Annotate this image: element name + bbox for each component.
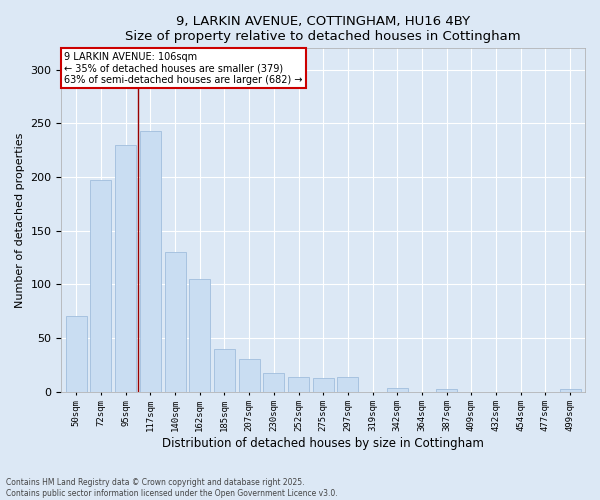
Bar [91, 180, 112, 392]
Bar [337, 376, 358, 392]
Bar [189, 279, 210, 392]
Bar [263, 374, 284, 392]
Bar [214, 348, 235, 392]
Bar [387, 388, 408, 392]
Bar [560, 390, 581, 392]
Bar [436, 390, 457, 392]
Text: Contains HM Land Registry data © Crown copyright and database right 2025.
Contai: Contains HM Land Registry data © Crown c… [6, 478, 338, 498]
Text: 9 LARKIN AVENUE: 106sqm
← 35% of detached houses are smaller (379)
63% of semi-d: 9 LARKIN AVENUE: 106sqm ← 35% of detache… [64, 52, 302, 85]
Bar [239, 360, 260, 392]
X-axis label: Distribution of detached houses by size in Cottingham: Distribution of detached houses by size … [162, 437, 484, 450]
Bar [313, 378, 334, 392]
Bar [66, 316, 87, 392]
Bar [164, 252, 185, 392]
Bar [140, 131, 161, 392]
Bar [288, 376, 309, 392]
Title: 9, LARKIN AVENUE, COTTINGHAM, HU16 4BY
Size of property relative to detached hou: 9, LARKIN AVENUE, COTTINGHAM, HU16 4BY S… [125, 15, 521, 43]
Bar [115, 145, 136, 392]
Y-axis label: Number of detached properties: Number of detached properties [15, 132, 25, 308]
